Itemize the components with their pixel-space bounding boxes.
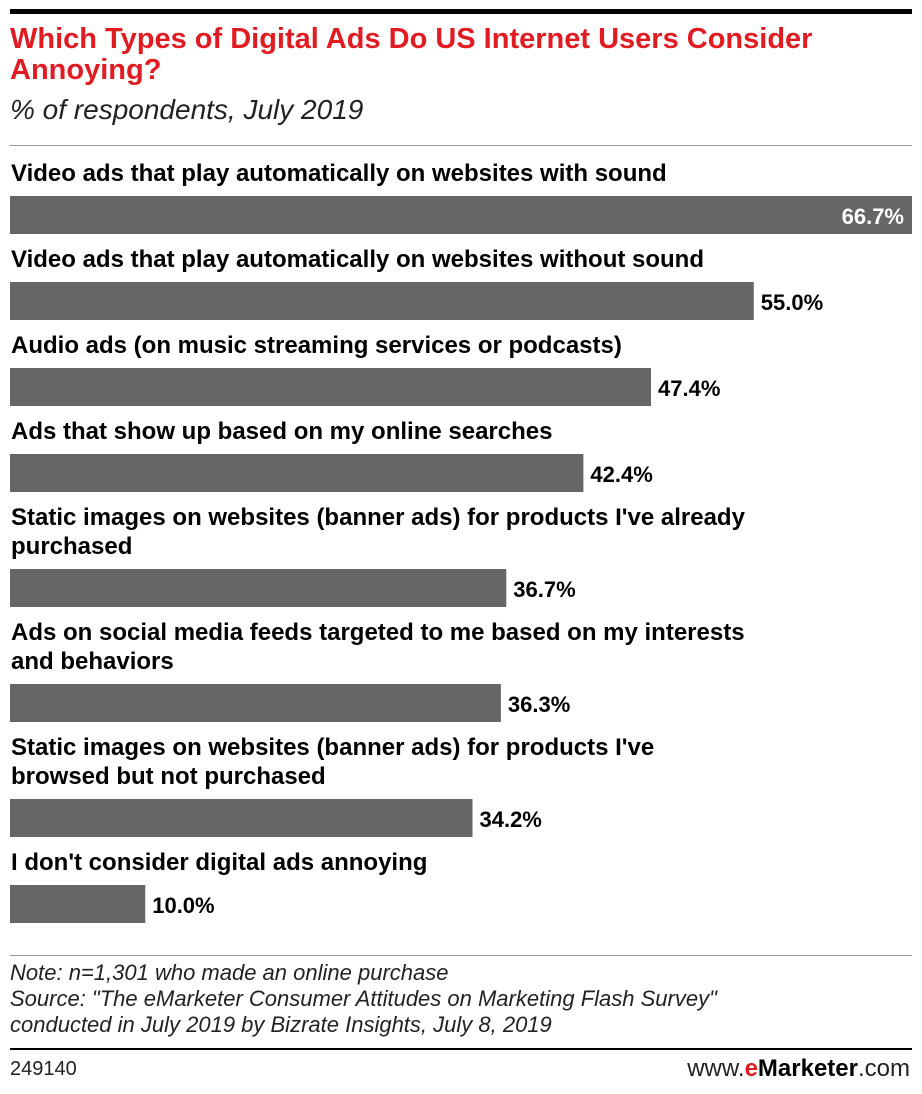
category-label: and behaviors bbox=[11, 648, 174, 675]
value-label: 34.2% bbox=[479, 807, 541, 832]
value-label: 10.0% bbox=[152, 893, 214, 918]
brand-prefix: www. bbox=[687, 1055, 745, 1082]
top-rule bbox=[10, 9, 912, 14]
chart-id: 249140 bbox=[10, 1058, 77, 1080]
bar bbox=[10, 885, 146, 923]
source-line-1: Source: "The eMarketer Consumer Attitude… bbox=[10, 986, 717, 1011]
chart-title: Which Types of Digital Ads Do US Interne… bbox=[10, 23, 813, 86]
chart-subtitle: % of respondents, July 2019 bbox=[10, 94, 364, 125]
footer-divider bbox=[10, 955, 912, 956]
value-label: 66.7% bbox=[842, 204, 904, 229]
category-label: Static images on websites (banner ads) f… bbox=[11, 734, 654, 761]
category-label: Static images on websites (banner ads) f… bbox=[11, 504, 746, 531]
bar bbox=[10, 196, 912, 234]
category-label: Video ads that play automatically on web… bbox=[11, 160, 667, 187]
header-divider bbox=[10, 145, 912, 146]
bar-chart: Video ads that play automatically on web… bbox=[10, 160, 912, 923]
category-label: Audio ads (on music streaming services o… bbox=[11, 332, 622, 359]
bottom-rule bbox=[10, 1048, 912, 1050]
category-label: I don't consider digital ads annoying bbox=[11, 849, 427, 876]
category-label: Video ads that play automatically on web… bbox=[11, 246, 704, 273]
category-label: browsed but not purchased bbox=[11, 763, 326, 790]
bar bbox=[10, 799, 473, 837]
category-label: purchased bbox=[11, 533, 132, 560]
value-label: 36.3% bbox=[508, 692, 570, 717]
brand-e: e bbox=[744, 1055, 758, 1082]
bar bbox=[10, 569, 507, 607]
bar bbox=[10, 368, 652, 406]
brand-logo[interactable]: www.eMarketer.com bbox=[687, 1055, 910, 1083]
bar bbox=[10, 282, 754, 320]
source-line-2: conducted in July 2019 by Bizrate Insigh… bbox=[10, 1012, 552, 1037]
value-label: 47.4% bbox=[658, 376, 720, 401]
bar bbox=[10, 454, 584, 492]
value-label: 42.4% bbox=[590, 462, 652, 487]
category-label: Ads on social media feeds targeted to me… bbox=[11, 619, 745, 646]
bar bbox=[10, 684, 501, 722]
footnote: Note: n=1,301 who made an online purchas… bbox=[10, 960, 915, 1038]
value-label: 36.7% bbox=[513, 577, 575, 602]
value-label: 55.0% bbox=[761, 290, 823, 315]
brand-main: Marketer bbox=[757, 1055, 858, 1082]
brand-suffix: .com bbox=[857, 1055, 910, 1082]
category-label: Ads that show up based on my online sear… bbox=[11, 418, 552, 445]
note-text: Note: n=1,301 who made an online purchas… bbox=[10, 960, 449, 985]
